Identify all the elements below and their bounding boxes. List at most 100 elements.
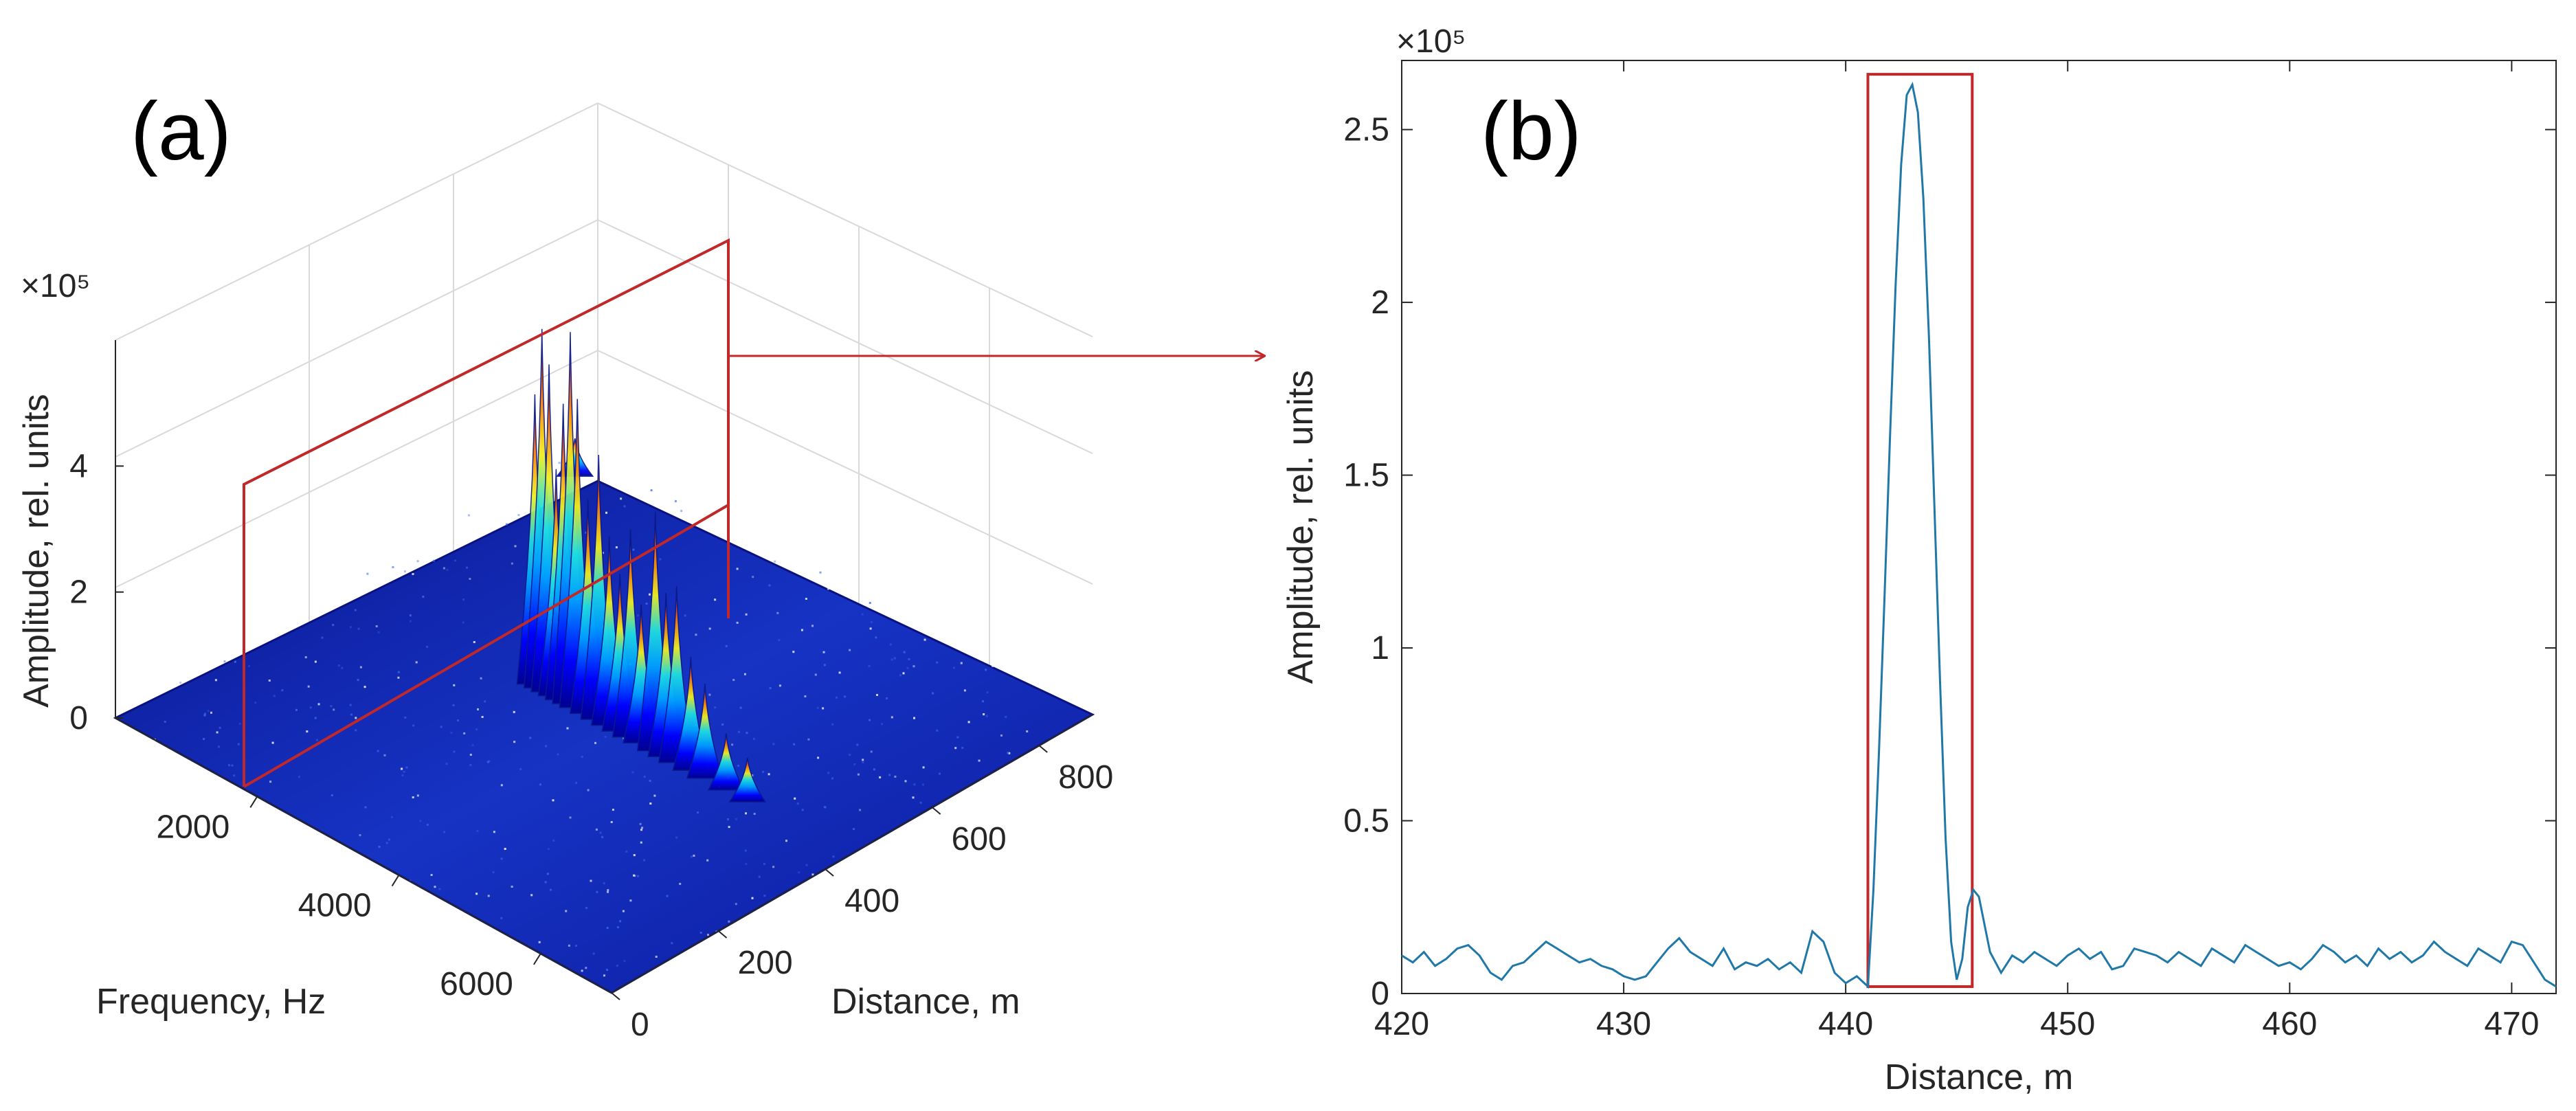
surface-speckle-dot: [649, 803, 652, 805]
surface-speckle-dot: [409, 614, 412, 617]
surface-speckle-dot: [737, 730, 740, 733]
surface-speckle-dot: [728, 826, 730, 829]
highlight-slice-frame: [243, 238, 730, 787]
surface-speckle-dot: [513, 741, 516, 743]
surface-speckle-dot: [844, 695, 847, 698]
y-axis-line: [611, 714, 1093, 994]
surface-speckle-dot: [475, 728, 478, 730]
surface-speckle-dot: [637, 875, 640, 877]
surface-speckle-dot: [383, 754, 386, 756]
surface-speckle-dot: [960, 662, 963, 664]
surface-speckle-dot: [307, 685, 310, 688]
surface-speckle-dot: [596, 890, 598, 893]
surface-speckle-dot: [893, 657, 896, 660]
surface-speckle-dot: [467, 514, 470, 517]
surface-speckle-dot: [736, 621, 739, 624]
y-tick-label: 400: [844, 883, 899, 919]
surface-speckle-dot: [936, 661, 939, 664]
surface-speckle-dot: [849, 754, 851, 756]
surface-speckle-dot: [666, 895, 669, 897]
surface-speckle-dot: [680, 510, 683, 513]
surface-speckle-dot: [875, 636, 877, 639]
surface-speckle-dot: [758, 875, 761, 878]
surface-speckle-dot: [772, 743, 775, 745]
surface-speckle-dot: [350, 713, 352, 716]
surface-speckle-dot: [805, 864, 808, 866]
surface-speckle-dot: [919, 801, 922, 804]
plot-b-x-tick-label: 430: [1596, 1006, 1651, 1042]
surface-speckle-dot: [961, 747, 964, 749]
surface-speckle-dot: [218, 745, 220, 748]
surface-speckle-dot: [868, 664, 871, 667]
surface-speckle-dot: [650, 489, 653, 492]
surface-speckle-dot: [273, 695, 276, 697]
surface-speckle-dot: [454, 559, 456, 562]
surface-speckle-dot: [412, 724, 415, 727]
surface-speckle-dot: [604, 736, 607, 738]
surface-speckle-dot: [761, 546, 763, 548]
surface-speckle-dot: [234, 660, 236, 663]
surface-speckle-dot: [216, 731, 219, 734]
y-tick-mark: [825, 868, 834, 877]
z-tick-label: 4: [69, 448, 88, 484]
surface-speckle-dot: [857, 773, 860, 776]
surface-speckle-dot: [752, 576, 754, 579]
surface-speckle-dot: [888, 774, 891, 776]
surface-speckle-dot: [811, 873, 814, 876]
surface-speckle-dot: [762, 770, 765, 773]
surface-speckle-dot: [462, 621, 464, 624]
plot-b-axes-box: [1401, 60, 2557, 994]
surface-speckle-dot: [873, 768, 875, 771]
surface-speckle-dot: [963, 689, 966, 692]
surface-speckle-dot: [707, 934, 709, 936]
surface-speckle-dot: [992, 665, 994, 667]
surface-speckle-dot: [616, 965, 618, 967]
surface-speckle-dot: [640, 829, 642, 831]
surface-speckle-dot: [443, 567, 445, 570]
surface-speckle-dot: [268, 680, 271, 682]
surface-speckle-dot: [207, 710, 210, 712]
surface-speckle-dot: [594, 741, 596, 744]
surface-speckle-dot: [415, 661, 418, 664]
panel-a-label: (a): [131, 85, 232, 177]
panel-b: (b) ×10⁵ 420 430 440 450 460 47000.511.522.5 …: [1281, 23, 2557, 1097]
surface-speckle-dot: [708, 627, 711, 630]
surface-speckle-dot: [838, 671, 841, 674]
surface-speckle-dot: [219, 726, 221, 729]
surface-speckle-dot: [539, 783, 541, 786]
surface-speckle-dot: [271, 741, 274, 744]
surface-speckle-dot: [983, 713, 985, 716]
surface-speckle-dot: [1008, 752, 1011, 754]
surface-speckle-dot: [463, 732, 466, 734]
surface-speckle-dot: [853, 763, 856, 765]
surface-speckle-dot: [831, 777, 833, 780]
surface-speckle-dot: [985, 715, 988, 717]
surface-speckle-dot: [583, 451, 585, 453]
surface-speckle-dot: [434, 886, 436, 888]
surface-speckle-dot: [248, 665, 250, 668]
surface-speckle-dot: [725, 644, 728, 647]
surface-speckle-dot: [587, 789, 590, 792]
plot-b-x-label: Distance, m: [1885, 1057, 2074, 1097]
surface-speckle-dot: [484, 700, 486, 703]
surface-speckle-dot: [359, 666, 362, 669]
surface-speckle-dot: [714, 706, 717, 709]
surface-speckle-dot: [751, 897, 754, 899]
surface-speckle-dot: [922, 766, 925, 769]
surface-speckle-dot: [314, 660, 317, 663]
surface-speckle-dot: [879, 776, 882, 778]
surface-speckle-dot: [739, 706, 742, 709]
y-tick-mark: [611, 992, 620, 1000]
surface-speckle-dot: [746, 732, 748, 734]
surface-speckle-dot: [936, 729, 939, 732]
surface-speckle-dot: [735, 903, 737, 906]
surface-speckle-dot: [505, 523, 508, 526]
surface-speckle-dot: [491, 526, 494, 529]
surface-speckle-dot: [477, 708, 479, 710]
surface-speckle-dot: [659, 558, 662, 561]
surface-speckle-dot: [403, 770, 405, 773]
surface-speckle-dot: [333, 708, 335, 711]
surface-speckle-dot: [1007, 752, 1009, 754]
y-tick-mark: [932, 807, 941, 815]
surface-speckle-dot: [763, 862, 765, 865]
